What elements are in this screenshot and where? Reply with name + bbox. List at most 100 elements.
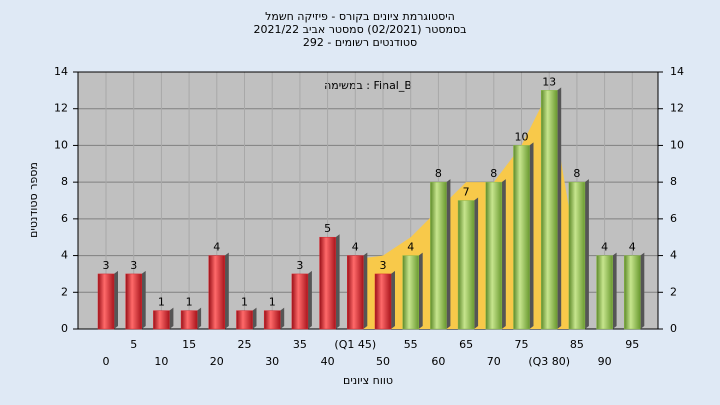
bar-shadow xyxy=(114,270,118,329)
x-tick-label: 5 xyxy=(130,338,137,351)
y-tick-label: 0 xyxy=(61,322,68,335)
x-tick-label: 15 xyxy=(182,338,196,351)
data-label: 3 xyxy=(380,259,387,272)
data-label: 3 xyxy=(103,259,110,272)
bar-shadow xyxy=(474,197,479,329)
bar-shadow xyxy=(557,87,562,329)
y-tick-label: 6 xyxy=(61,212,68,225)
chart-title: היסטוגרמת ציונים בקורס - פיזיקה חשמל xyxy=(265,10,455,23)
y2-tick-label: 0 xyxy=(670,322,677,335)
bar xyxy=(540,90,558,330)
x-tick-label: 55 xyxy=(404,338,418,351)
bar xyxy=(568,181,586,330)
x-tick-label: 50 xyxy=(376,355,390,368)
bar xyxy=(457,200,475,330)
bar xyxy=(236,310,253,330)
bar xyxy=(374,273,392,330)
x-tick-label: 85 xyxy=(570,338,584,351)
data-label: 8 xyxy=(435,167,442,180)
x-axis-label: טווח ציונים xyxy=(343,374,393,387)
x-tick-label: 65 xyxy=(459,338,473,351)
data-label: 3 xyxy=(296,259,303,272)
data-label: 4 xyxy=(407,241,414,254)
bar xyxy=(263,310,281,330)
data-label: 5 xyxy=(324,222,331,235)
bar xyxy=(291,273,309,330)
bar xyxy=(319,236,336,330)
data-label: 1 xyxy=(241,296,248,309)
bar xyxy=(624,255,641,330)
bar-shadow xyxy=(612,252,617,329)
bar-shadow xyxy=(307,270,312,329)
chart-subtitle: סטודנטים רשומים - 292 xyxy=(303,36,417,49)
x-tick-label: 10 xyxy=(154,355,168,368)
bar-shadow xyxy=(224,252,229,329)
data-label: 4 xyxy=(213,241,220,254)
y2-tick-label: 12 xyxy=(670,102,684,115)
y-tick-label: 12 xyxy=(54,102,68,115)
y2-tick-label: 6 xyxy=(670,212,677,225)
bar-shadow xyxy=(252,307,257,329)
bar xyxy=(97,273,115,330)
x-tick-label: (Q3 80) xyxy=(528,355,570,368)
data-label: 4 xyxy=(601,241,608,254)
bar xyxy=(430,181,447,330)
bar-shadow xyxy=(418,252,423,329)
x-tick-label: 95 xyxy=(625,338,639,351)
y-axis-label: מספר סטודנטים xyxy=(27,162,40,238)
annotation: במשימה : Final_B xyxy=(324,79,412,92)
bar xyxy=(153,310,170,330)
x-tick-label: 25 xyxy=(238,338,252,351)
y-tick-label: 2 xyxy=(61,285,68,298)
data-label: 1 xyxy=(186,296,193,309)
bar-shadow xyxy=(446,179,451,329)
bar-shadow xyxy=(640,252,645,329)
bar xyxy=(402,255,419,330)
bar xyxy=(180,310,198,330)
y2-tick-label: 8 xyxy=(670,175,677,188)
data-label: 1 xyxy=(269,296,276,309)
y2-tick-label: 2 xyxy=(670,285,677,298)
bar xyxy=(208,255,226,330)
y-tick-label: 4 xyxy=(61,249,68,262)
data-label: 8 xyxy=(490,167,497,180)
bar xyxy=(485,181,503,330)
y2-tick-label: 10 xyxy=(670,138,684,151)
chart-subtitle: בסמסטר (02/2021) סמסטר אביב 2021/22 xyxy=(253,23,466,36)
bar xyxy=(125,273,142,330)
data-label: 4 xyxy=(629,241,636,254)
y-tick-label: 10 xyxy=(54,138,68,151)
x-tick-label: 90 xyxy=(598,355,612,368)
bar-shadow xyxy=(141,270,146,329)
bar-shadow xyxy=(169,307,174,329)
y-tick-label: 8 xyxy=(61,175,68,188)
x-tick-label: 60 xyxy=(431,355,445,368)
data-label: 10 xyxy=(515,130,529,143)
x-tick-label: 0 xyxy=(103,355,110,368)
bar-shadow xyxy=(584,179,589,329)
bar-shadow xyxy=(335,234,340,329)
bar-shadow xyxy=(363,252,368,329)
x-tick-label: 40 xyxy=(321,355,335,368)
data-label: 4 xyxy=(352,241,359,254)
bar-shadow xyxy=(197,307,202,329)
data-label: 7 xyxy=(463,186,470,199)
x-tick-label: 35 xyxy=(293,338,307,351)
bar-shadow xyxy=(501,179,506,329)
data-label: 1 xyxy=(158,296,165,309)
bar xyxy=(347,255,364,330)
y2-tick-label: 14 xyxy=(670,65,684,78)
y2-tick-label: 4 xyxy=(670,249,677,262)
data-label: 3 xyxy=(130,259,137,272)
data-label: 13 xyxy=(542,75,556,88)
bar xyxy=(596,255,613,330)
x-tick-label: (Q1 45) xyxy=(334,338,376,351)
bar-shadow xyxy=(529,142,534,329)
x-tick-label: 75 xyxy=(515,338,529,351)
bar xyxy=(513,145,530,330)
data-label: 8 xyxy=(573,167,580,180)
bar-shadow xyxy=(391,270,395,329)
x-tick-label: 30 xyxy=(265,355,279,368)
bar-shadow xyxy=(280,307,285,329)
